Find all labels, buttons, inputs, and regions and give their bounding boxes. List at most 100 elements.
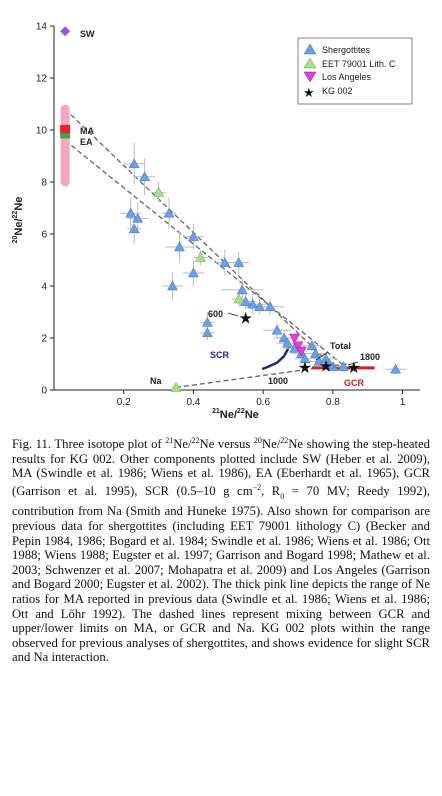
kg002-point: ★	[319, 357, 333, 376]
shergottite-point	[125, 207, 137, 218]
legend-marker-kg002: ★	[303, 86, 315, 101]
los-angeles-point	[289, 333, 300, 344]
shergottite-point	[299, 353, 311, 364]
total-leader-line	[315, 351, 329, 361]
caption-sup: 22	[280, 436, 289, 445]
shergottite-point	[323, 358, 335, 369]
data-points: ★ ★ ★ ★	[125, 158, 402, 392]
shergottite-point	[139, 171, 151, 182]
y-tick-label: 8	[41, 178, 47, 189]
eet-point	[153, 186, 164, 197]
shergottite-point	[264, 301, 276, 312]
mixing-lines	[64, 108, 348, 389]
legend-marker-los-angeles	[303, 71, 317, 83]
x-tick-label: 0.2	[117, 397, 131, 408]
y-tick-label: 6	[41, 230, 47, 241]
shergottite-point	[306, 340, 318, 351]
x-axis-label-sup2: 22	[237, 408, 245, 415]
mixing-line	[175, 363, 347, 389]
shergottite-point	[236, 284, 248, 295]
shergottite-point	[310, 348, 321, 358]
los-angeles-point	[292, 341, 304, 352]
ea-marker	[60, 133, 71, 139]
eet-point	[233, 293, 245, 304]
caption-sup: 22	[191, 436, 200, 445]
y-axis-label-end: Ne	[13, 197, 25, 211]
ma-marker	[60, 125, 71, 134]
shergottite-point	[163, 207, 175, 218]
legend-box	[297, 37, 413, 105]
shergottite-point	[201, 327, 213, 338]
annotation-total: Total	[330, 341, 351, 351]
shergottite-point	[247, 298, 259, 309]
shergottite-point	[390, 363, 402, 374]
sw-marker	[60, 26, 71, 37]
eet-point	[194, 251, 206, 262]
kg002-point: ★	[347, 358, 361, 377]
y-tick-label: 10	[36, 126, 48, 137]
annotation-scr: SCR	[210, 350, 230, 360]
annotations: SW MA EA Na SCR GCR Total 600 1000 1800	[80, 29, 380, 388]
y-axis-label-sup2: 22	[12, 211, 19, 219]
annotation-1000: 1000	[268, 376, 288, 386]
shergottite-point	[188, 267, 199, 278]
kg002-point: ★	[239, 309, 253, 328]
caption-part: = 70 MV; Reedy 1992), contribution from …	[12, 484, 430, 665]
annotation-na: Na	[150, 376, 162, 386]
caption-part: Three isotope plot of	[51, 437, 166, 452]
shergottite-point	[167, 280, 178, 291]
y-tick-label: 12	[36, 74, 48, 85]
x-tick-label: 0.8	[326, 397, 340, 408]
components	[60, 26, 375, 370]
legend-label-kg002: KG 002	[322, 86, 353, 96]
annotation-ea: EA	[80, 137, 93, 147]
shergottite-point	[128, 158, 140, 169]
legend-label-shergottites: Shergottites	[322, 45, 371, 55]
x-axis-label-end: Ne	[245, 409, 259, 421]
caption-part: Ne showing the step-heated results for K…	[12, 437, 430, 499]
x-tick-label: 1	[400, 397, 406, 408]
caption-sup: −2	[252, 483, 262, 493]
shergottite-point	[271, 324, 283, 335]
legend-marker-shergottites	[303, 43, 317, 55]
annotation-600: 600	[208, 309, 223, 319]
caption-sub: 0	[280, 491, 285, 501]
shergottite-point	[233, 257, 245, 267]
mixing-line	[64, 139, 348, 369]
los-angeles-point	[296, 346, 307, 357]
legend-label-eet: EET 79001 Lith. C	[322, 59, 396, 69]
y-axis-label: 20Ne/22Ne	[12, 197, 25, 244]
kg002-point: ★	[298, 358, 312, 377]
figure-caption: Fig. 11. Three isotope plot of 21Ne/22Ne…	[12, 434, 430, 665]
shergottite-point	[132, 212, 144, 223]
mixing-line	[64, 108, 334, 368]
shergottite-point	[313, 355, 325, 366]
y-tick-label: 4	[41, 282, 47, 293]
caption-part: , R	[261, 484, 281, 499]
y-tick-label: 0	[41, 386, 47, 397]
shergottite-point	[240, 296, 252, 306]
annotation-gcr: GCR	[344, 378, 365, 388]
caption-part: Ne/	[173, 437, 192, 452]
shergottite-point	[188, 231, 199, 241]
x-axis-label-sup1: 21	[212, 408, 220, 415]
caption-part: Ne versus	[199, 437, 254, 452]
t1800-leader-line	[347, 361, 359, 366]
eet-point	[170, 381, 182, 392]
shergottite-point	[337, 361, 349, 371]
axis-labels: 21Ne/22Ne 20Ne/22Ne	[12, 197, 259, 421]
x-tick-label: 0.6	[256, 397, 270, 408]
y-axis-label-sup1: 20	[12, 235, 19, 243]
annotation-ma: MA	[80, 126, 94, 136]
shergottite-point	[201, 316, 213, 327]
shergottite-point	[282, 337, 293, 348]
axes	[53, 26, 420, 391]
shergottite-point	[128, 223, 140, 234]
legend: Shergottites EET 79001 Lith. C Los Angel…	[297, 37, 413, 105]
y-axis-label-main: Ne/	[13, 218, 25, 235]
shergottite-point	[219, 257, 231, 267]
y-tick-label: 14	[36, 22, 48, 33]
caption-fig-label: Fig. 11.	[12, 437, 52, 452]
